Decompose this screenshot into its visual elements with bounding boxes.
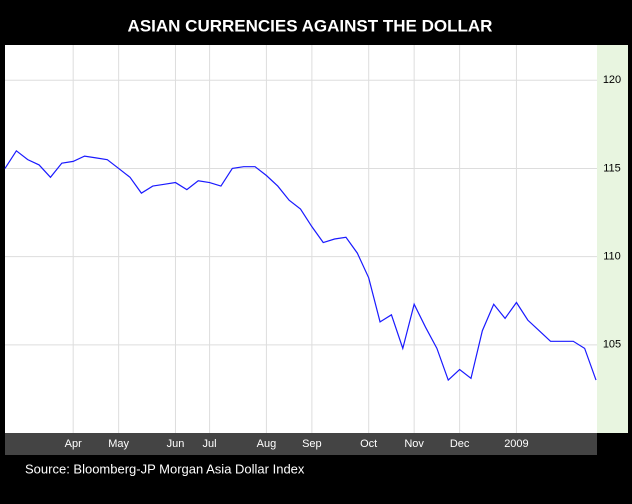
source-note: Source: Bloomberg-JP Morgan Asia Dollar …: [25, 461, 305, 476]
x-tick-label: Aug: [257, 438, 277, 450]
data-line: [4, 149, 597, 382]
chart-title: ASIAN CURRENCIES AGAINST THE DOLLAR: [128, 16, 493, 35]
x-tick-label: Jul: [203, 438, 217, 450]
x-axis-panel: [5, 433, 597, 455]
x-tick-label: 2009: [504, 438, 528, 450]
y-tick-label: 105: [603, 339, 621, 351]
x-tick-label: Dec: [450, 438, 470, 450]
x-tick-label: May: [108, 438, 129, 450]
y-axis-panel: [597, 45, 628, 433]
x-tick-label: Nov: [404, 438, 424, 450]
x-tick-label: Jun: [167, 438, 185, 450]
y-tick-label: 120: [603, 74, 621, 86]
y-tick-label: 110: [603, 251, 621, 263]
plot-area: [5, 45, 597, 433]
x-tick-label: Sep: [302, 438, 322, 450]
x-tick-label: Oct: [360, 438, 377, 450]
y-tick-label: 115: [603, 162, 621, 174]
x-tick-label: Apr: [65, 438, 82, 450]
